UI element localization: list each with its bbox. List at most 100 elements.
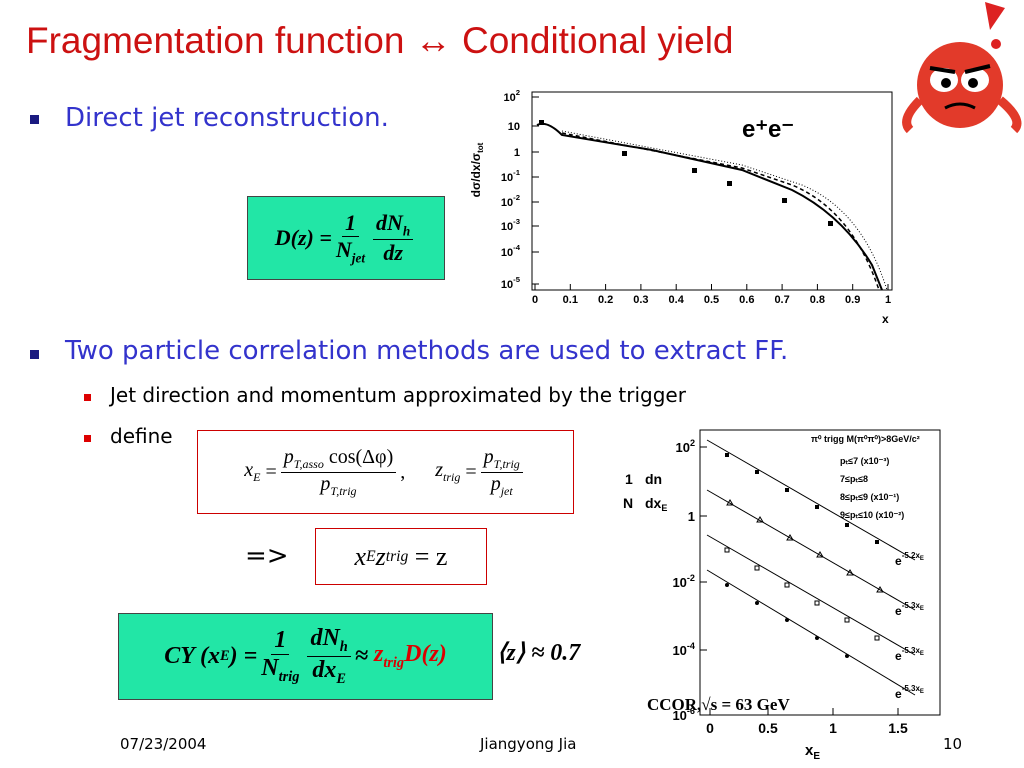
tick-label: 10-2 (672, 573, 695, 590)
x-title-part: E (813, 751, 820, 762)
tick-exp: -3 (513, 217, 520, 226)
x-title: xE (805, 742, 820, 762)
eq-part: p (490, 472, 501, 495)
tick-label: 0.4 (669, 294, 685, 306)
eq-part: z (435, 459, 444, 481)
eq-part: CY (x (164, 643, 221, 669)
tick-base: 10 (675, 440, 689, 455)
y-title: dσ/dx/σtot (469, 142, 485, 197)
tick-label: 1.5 (888, 720, 908, 736)
eq-part: T,asso (293, 456, 324, 471)
tick-label: 10-1 (501, 168, 521, 184)
fit-label: e-5.3xE (895, 684, 924, 701)
bullet-text: Two particle correlation methods are use… (65, 336, 789, 366)
tick-label: 0.6 (739, 294, 754, 306)
y-title-part: E (661, 503, 667, 513)
tick-exp: -2 (687, 573, 695, 583)
eq-part: p (320, 472, 331, 495)
bullet (30, 115, 39, 124)
tick-label: 1 (885, 294, 891, 306)
y-title-part: 1 (625, 471, 633, 487)
eq-part: h (339, 639, 348, 655)
tick-label: 0.3 (633, 294, 648, 306)
fit-exp: -5.2x (902, 551, 921, 560)
tick-exp: 2 (690, 438, 695, 448)
tick-base: 10 (501, 197, 513, 209)
tick-label: 10-4 (501, 243, 521, 259)
fit-base: e (895, 554, 902, 568)
eq-part: N (261, 655, 279, 682)
eq-part: dN (310, 625, 340, 652)
eq-part: = (465, 460, 477, 483)
y-title-part: dσ/dx/σ (469, 153, 483, 197)
tick-label: 10-5 (501, 275, 521, 291)
fit-sub: E (920, 556, 924, 562)
tick-base: 10 (501, 221, 513, 233)
eq-part: E (366, 547, 376, 565)
legend-entry: 9≤pₜ≤10 (x10⁻²) (840, 510, 904, 520)
tick-label: 0.1 (563, 294, 578, 306)
eq-part: dN (375, 209, 403, 235)
equation-box: CY (x E) = 1 Ntrig dNh dxE ≈ ztrigD(z) (118, 613, 493, 700)
eq-part: z (373, 641, 384, 668)
plot-label: e⁺e⁻ (742, 116, 794, 143)
y-title-part: dn (645, 471, 662, 487)
title: Fragmentation function ↔ Conditional yie… (26, 20, 734, 61)
fit-label: e-5.3xE (895, 601, 924, 618)
fit-sub: E (920, 606, 924, 612)
tick-label: 0.7 (774, 294, 789, 306)
eq-part: p (283, 445, 294, 468)
tick-exp: -1 (513, 168, 521, 177)
tick-label: 1 (829, 720, 837, 736)
sub-bullet (84, 394, 91, 401)
eq-part: T,trig (493, 456, 520, 471)
tick-exp: -6 (687, 706, 695, 716)
footer-date: 07/23/2004 (120, 735, 207, 753)
tick-base: 10 (501, 279, 513, 291)
tick-label: 0 (532, 294, 538, 306)
tick-exp: -2 (513, 193, 520, 202)
eq-part: ≈ (354, 643, 368, 669)
eq-part: N (335, 236, 352, 262)
logo (902, 2, 1022, 134)
tick-label: 0.2 (598, 294, 613, 306)
fit-sub: E (920, 651, 924, 657)
eq-part: 1 (341, 210, 359, 237)
footer-page: 10 (943, 735, 963, 753)
legend-entry: 7≤pₜ≤8 (840, 474, 868, 484)
eq-part: trig (385, 547, 409, 565)
y-title-part: dxE (645, 495, 667, 513)
tick-exp: -4 (513, 243, 521, 252)
eq-part: cos(Δφ) (328, 445, 394, 468)
fit-base: e (895, 687, 902, 701)
eq-part: jet (351, 250, 365, 266)
tick-label: 10-3 (501, 217, 520, 233)
mean-z: ⟨z⟩ ≈ 0.7 (497, 640, 581, 666)
y-title-part: dx (645, 495, 662, 511)
x-title: x (882, 312, 889, 326)
legend-entry: 8≤pₜ≤9 (x10⁻¹) (840, 492, 899, 502)
tick-label: 0 (706, 720, 714, 736)
eq-part: = (265, 460, 277, 483)
tick-base: 10 (501, 172, 513, 184)
tick-label: 10-6 (672, 706, 695, 723)
fit-sub: E (920, 689, 924, 695)
eq-part: dz (383, 240, 403, 266)
y-title-part: N (623, 495, 633, 511)
eq-part: h (402, 223, 411, 239)
tick-exp: 2 (516, 88, 520, 97)
eq-part: p (483, 445, 494, 468)
eq-part: trig (278, 668, 300, 685)
legend-entry: pₜ≤7 (x10⁻³) (840, 456, 889, 466)
eq-part: E (336, 670, 346, 687)
sub-bullet (84, 435, 91, 442)
eq-part: 1 (271, 627, 290, 656)
fit-exp: -5.3x (902, 684, 921, 693)
fit-base: e (895, 649, 902, 663)
tick-label: 0.8 (810, 294, 825, 306)
sub-bullet-text: define (110, 424, 173, 448)
tick-base: 10 (503, 92, 515, 104)
eq-part: ) = (229, 643, 258, 669)
